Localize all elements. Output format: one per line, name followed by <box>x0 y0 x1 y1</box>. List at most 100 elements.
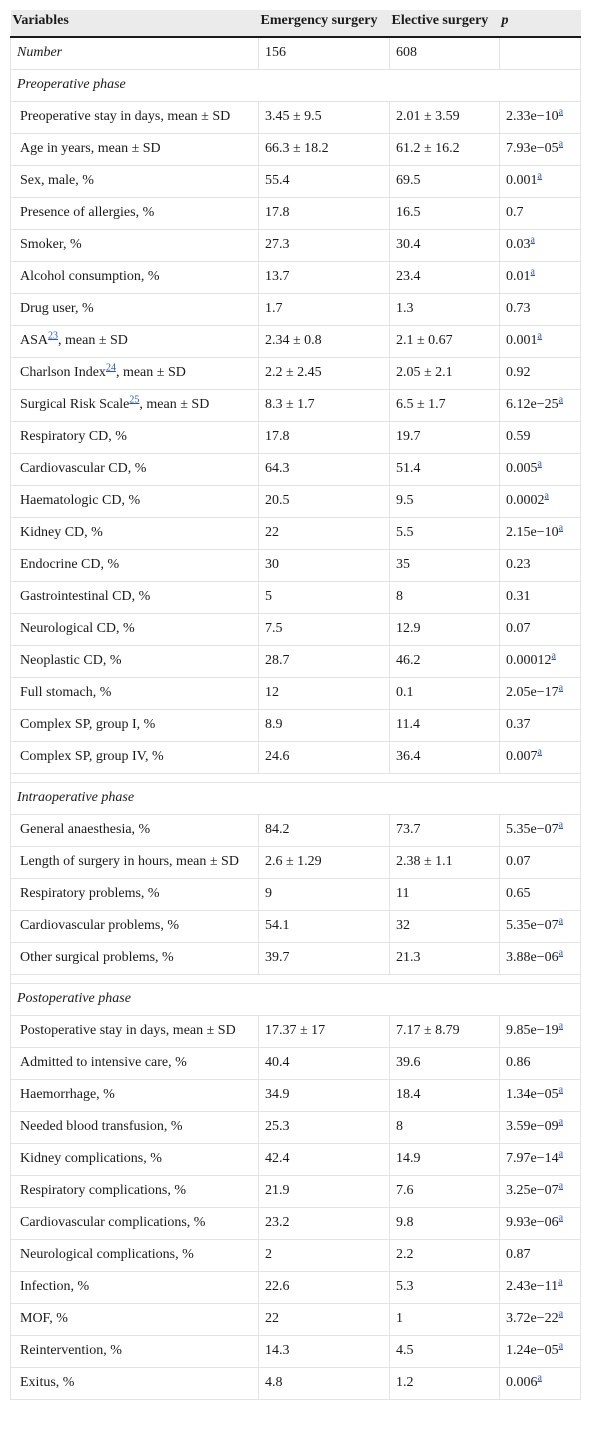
significance-footnote-link[interactable]: a <box>558 682 564 694</box>
table-row: Other surgical problems, % 39.7 21.3 3.88e−… <box>10 942 581 975</box>
significance-footnote-link[interactable]: a <box>558 522 564 534</box>
table-row: Preoperative stay in days, mean ± SD 3.45… <box>10 101 581 134</box>
number-row: Number 156 608 <box>10 36 581 70</box>
significance-footnote-link[interactable]: a <box>558 1340 564 1352</box>
significance-footnote-link[interactable]: a <box>558 1308 564 1320</box>
p-value-cell: 0.73 <box>499 293 581 326</box>
p-value: 9.93e−06 <box>506 1215 559 1230</box>
elective-value: 51.4 <box>389 453 500 486</box>
variable-label: Charlson Index <box>20 365 106 380</box>
table-row: Sex, male, % 55.4 69.5 0.001a <box>10 165 581 198</box>
emergency-value: 22 <box>258 517 390 550</box>
significance-footnote-link[interactable]: a <box>537 1372 542 1384</box>
header-elective: Elective surgery <box>389 10 500 38</box>
variable-cell: Postoperative stay in days, mean ± SD <box>10 1015 259 1048</box>
variable-cell: Preoperative stay in days, mean ± SD <box>10 101 259 134</box>
p-value-cell: 1.34e−05a <box>499 1079 581 1112</box>
significance-footnote-link[interactable]: a <box>558 1212 564 1224</box>
significance-footnote-link[interactable]: a <box>558 1020 564 1032</box>
variable-label: Neurological CD, % <box>20 621 135 636</box>
elective-value: 30.4 <box>389 229 500 262</box>
p-value: 0.0002 <box>506 493 545 508</box>
p-value: 0.73 <box>506 301 531 316</box>
elective-value: 16.5 <box>389 197 500 230</box>
significance-footnote-link[interactable]: a <box>558 138 564 150</box>
emergency-value: 20.5 <box>258 485 390 518</box>
emergency-value: 34.9 <box>258 1079 390 1112</box>
emergency-value: 54.1 <box>258 910 390 943</box>
p-value-cell: 0.001a <box>499 325 581 358</box>
p-value: 0.006 <box>506 1375 538 1390</box>
significance-footnote-link[interactable]: a <box>558 1084 564 1096</box>
elective-value: 14.9 <box>389 1143 500 1176</box>
variable-cell: Reintervention, % <box>10 1335 259 1368</box>
p-value-cell: 0.0002a <box>499 485 581 518</box>
emergency-value: 22 <box>258 1303 390 1336</box>
significance-footnote-link[interactable]: a <box>551 650 556 662</box>
variable-label: Sex, male, % <box>20 173 94 188</box>
elective-value: 39.6 <box>389 1047 500 1080</box>
emergency-value: 40.4 <box>258 1047 390 1080</box>
significance-footnote-link[interactable]: a <box>558 1116 564 1128</box>
variable-label: Surgical Risk Scale <box>20 397 130 412</box>
p-value-cell: 0.23 <box>499 549 581 582</box>
significance-footnote-link[interactable]: a <box>537 458 542 470</box>
table-row: ASA23, mean ± SD 2.34 ± 0.8 2.1 ± 0.67 0.00… <box>10 325 581 358</box>
p-value: 0.007 <box>506 749 538 764</box>
table-row: Gastrointestinal CD, % 5 8 0.31 <box>10 581 581 614</box>
variable-label: Complex SP, group I, % <box>20 717 156 732</box>
emergency-value: 30 <box>258 549 390 582</box>
p-value: 0.00012 <box>506 653 552 668</box>
elective-value: 8 <box>389 1111 500 1144</box>
variable-label: Respiratory problems, % <box>20 886 160 901</box>
variable-cell: Neurological CD, % <box>10 613 259 646</box>
table-row: Charlson Index24, mean ± SD 2.2 ± 2.45 2.0… <box>10 357 581 390</box>
emergency-value: 7.5 <box>258 613 390 646</box>
p-value: 3.25e−07 <box>506 1183 559 1198</box>
spacer-cell <box>10 974 581 984</box>
p-value-cell: 0.31 <box>499 581 581 614</box>
table-row: Age in years, mean ± SD 66.3 ± 18.2 61.2 ±… <box>10 133 581 166</box>
p-value: 1.24e−05 <box>506 1343 559 1358</box>
spacer-cell <box>10 773 581 783</box>
p-value: 0.65 <box>506 886 531 901</box>
significance-footnote-link[interactable]: a <box>558 1180 564 1192</box>
reference-link[interactable]: 24 <box>105 362 116 374</box>
significance-footnote-link[interactable]: a <box>530 234 535 246</box>
significance-footnote-link[interactable]: a <box>558 106 564 118</box>
significance-footnote-link[interactable]: a <box>530 266 535 278</box>
table-row: Kidney CD, % 22 5.5 2.15e−10a <box>10 517 581 550</box>
table-row: Cardiovascular complications, % 23.2 9.8 9.… <box>10 1207 581 1240</box>
section-header: Intraoperative phase <box>10 782 581 815</box>
variable-label: MOF, % <box>20 1311 68 1326</box>
p-value-cell: 0.001a <box>499 165 581 198</box>
p-value: 0.7 <box>506 205 524 220</box>
reference-link[interactable]: 25 <box>129 394 140 406</box>
variable-label: Exitus, % <box>20 1375 75 1390</box>
variable-label: Haemorrhage, % <box>20 1087 115 1102</box>
variable-label: Age in years, mean ± SD <box>20 141 161 156</box>
p-value: 3.59e−09 <box>506 1119 559 1134</box>
reference-link[interactable]: 23 <box>48 330 59 342</box>
elective-value: 9.8 <box>389 1207 500 1240</box>
significance-footnote-link[interactable]: a <box>558 1276 563 1288</box>
variable-label: ASA <box>20 333 49 348</box>
emergency-value: 8.9 <box>258 709 390 742</box>
significance-footnote-link[interactable]: a <box>558 915 564 927</box>
significance-footnote-link[interactable]: a <box>558 947 564 959</box>
emergency-value: 28.7 <box>258 645 390 678</box>
section-header: Postoperative phase <box>10 983 581 1016</box>
number-label: Number <box>10 36 259 70</box>
significance-footnote-link[interactable]: a <box>537 170 542 182</box>
number-p <box>499 36 581 70</box>
significance-footnote-link[interactable]: a <box>558 1148 564 1160</box>
significance-footnote-link[interactable]: a <box>558 394 564 406</box>
variable-cell: Cardiovascular problems, % <box>10 910 259 943</box>
significance-footnote-link[interactable]: a <box>558 819 564 831</box>
significance-footnote-link[interactable]: a <box>537 330 542 342</box>
significance-footnote-link[interactable]: a <box>537 746 542 758</box>
table-row: Smoker, % 27.3 30.4 0.03a <box>10 229 581 262</box>
p-value: 2.15e−10 <box>506 525 559 540</box>
significance-footnote-link[interactable]: a <box>544 490 549 502</box>
variable-cell: Length of surgery in hours, mean ± SD <box>10 846 259 879</box>
